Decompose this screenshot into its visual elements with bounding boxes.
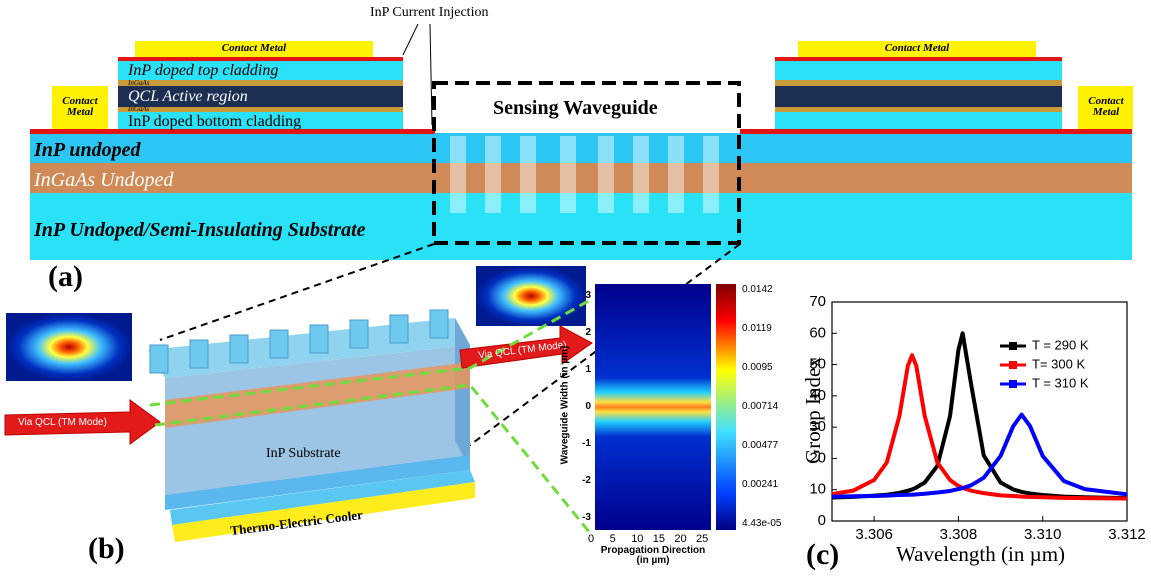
layer-label: InP doped top cladding — [128, 63, 278, 79]
contact-metal: Contact Metal — [54, 96, 106, 118]
y-tick-label: 70 — [809, 293, 826, 310]
x-tick-label: 25 — [696, 534, 708, 545]
x-tick-label: 3.306 — [855, 526, 893, 543]
x-tick-label: 0 — [588, 534, 594, 545]
legend-marker — [1009, 361, 1017, 369]
layer-label: InGaAs — [128, 106, 149, 113]
figure-graphics: 0102030405060703.3063.3083.3103.312T = 2… — [0, 0, 1151, 580]
colorbar-tick-label: 0.0119 — [742, 324, 772, 334]
y-tick-label: -2 — [576, 476, 591, 486]
colorbar-tick-label: 0.00477 — [742, 441, 778, 451]
contact-metal: Contact Metal — [135, 43, 373, 54]
legend-label: T = 290 K — [1032, 337, 1089, 352]
y-tick-label: 0 — [818, 512, 826, 529]
layer-label: InP undoped — [34, 140, 141, 160]
x-tick-label: 10 — [631, 534, 643, 545]
colorbar-tick-label: 4.43e-05 — [742, 519, 781, 529]
x-tick-label: 3.308 — [940, 526, 978, 543]
legend-marker — [1009, 380, 1017, 388]
y-axis-label: Group Index — [803, 357, 824, 464]
x-tick-label: 3.312 — [1108, 526, 1146, 543]
contact-metal: Contact Metal — [1080, 96, 1132, 118]
colorbar-tick-label: 0.00241 — [742, 480, 778, 490]
x-axis-label: Wavelength (in µm) — [896, 544, 1065, 565]
colorbar-tick-label: 0.0095 — [742, 363, 773, 373]
device-3d — [5, 244, 740, 542]
y-tick-label: 3 — [576, 291, 591, 301]
axis-label: Propagation Direction (in µm) — [595, 546, 711, 566]
panel-label: (c) — [806, 540, 839, 570]
x-tick-label: 15 — [653, 534, 665, 545]
layer-label: InGaAs — [128, 80, 149, 87]
axis-label: Waveguide Width (in µm) — [560, 346, 570, 465]
x-tick-label: 20 — [674, 534, 686, 545]
y-tick-label: -3 — [576, 513, 591, 523]
y-tick-label: 10 — [809, 481, 826, 498]
annotation: InP Current Injection — [370, 6, 488, 20]
contact-metal: Contact Metal — [798, 43, 1036, 54]
y-tick-label: 1 — [576, 365, 591, 375]
x-tick-label: 5 — [610, 534, 616, 545]
legend-marker — [1009, 342, 1017, 350]
y-tick-label: 0 — [576, 402, 591, 412]
x-tick-label: 3.310 — [1024, 526, 1062, 543]
layer-label: InP Undoped/Semi-Insulating Substrate — [34, 220, 366, 240]
layer-label: InGaAs Undoped — [34, 170, 173, 190]
layer-label: QCL Active region — [128, 89, 248, 105]
arrow-label: Via QCL (TM Mode) — [18, 418, 107, 428]
panel-label: (b) — [88, 534, 125, 564]
y-tick-label: -1 — [576, 439, 591, 449]
legend-label: T = 310 K — [1032, 375, 1089, 390]
panel-label: (a) — [48, 262, 83, 292]
substrate-label: InP Substrate — [266, 447, 341, 461]
legend-label: T= 300 K — [1032, 356, 1085, 371]
y-tick-label: 60 — [809, 324, 826, 341]
colorbar-tick-label: 0.0142 — [742, 285, 773, 295]
colorbar-tick-label: 0.00714 — [742, 402, 778, 412]
waveguide-label: Sensing Waveguide — [493, 98, 658, 118]
figure: 0102030405060703.3063.3083.3103.312T = 2… — [0, 0, 1151, 580]
layer-label: InP doped bottom cladding — [128, 114, 301, 130]
y-tick-label: 2 — [576, 328, 591, 338]
